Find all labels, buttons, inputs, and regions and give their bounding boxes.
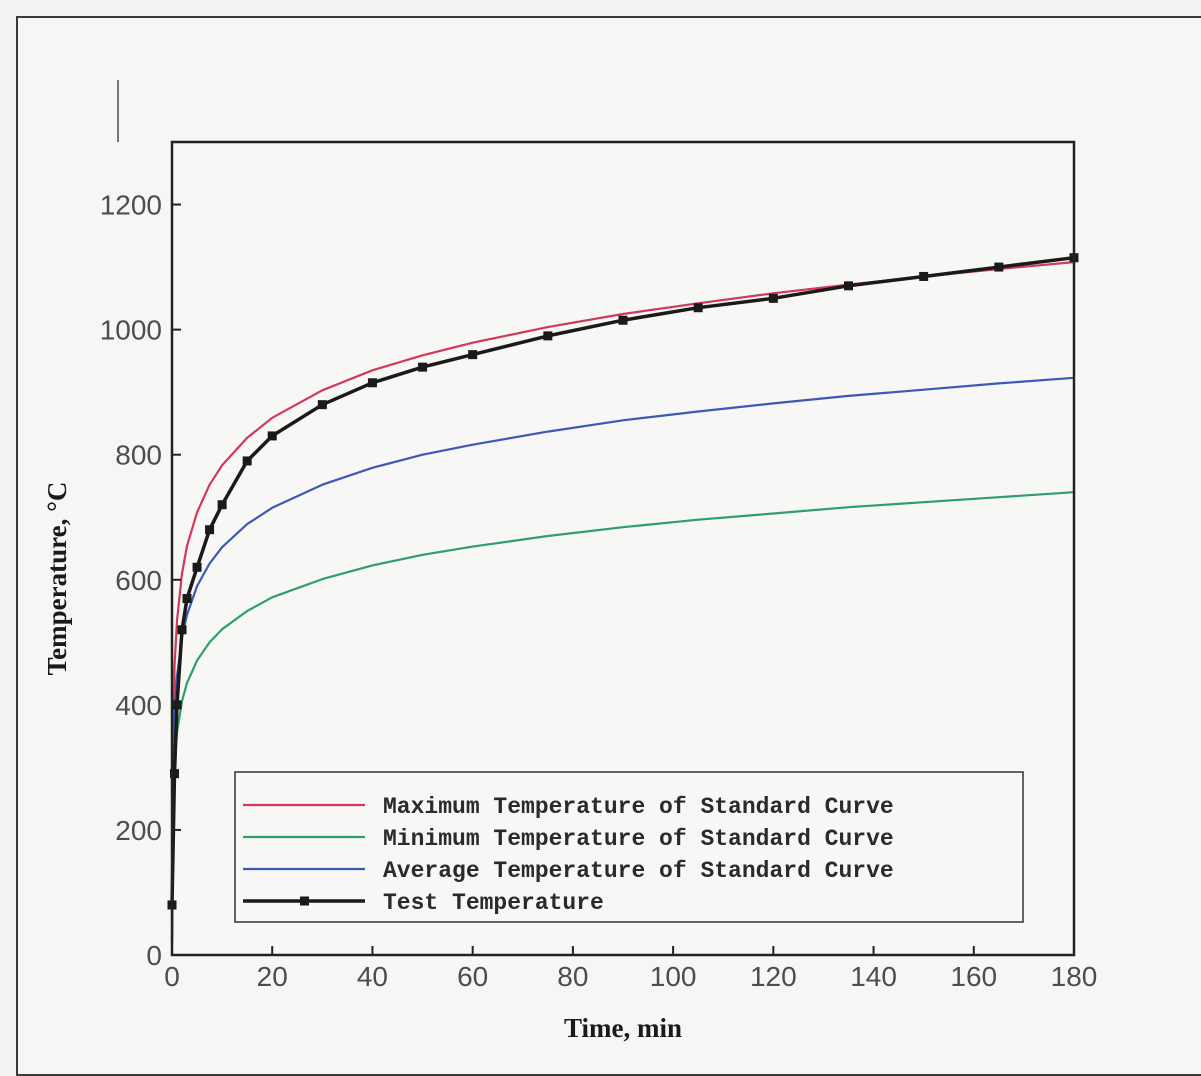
x-tick-label: 160 [950, 961, 997, 992]
axis-ticks: 0 20 40 60 80 100 120 140 160 180 0 200 400 600 800 100… [100, 190, 1098, 992]
margin-mark [117, 80, 119, 142]
x-axis-title: Time, min [564, 1013, 682, 1043]
y-tick-label: 1200 [100, 190, 162, 221]
test-data-point [192, 562, 202, 572]
x-tick-label: 140 [850, 961, 897, 992]
x-tick-label: 60 [457, 961, 488, 992]
y-tick-label: 200 [115, 815, 162, 846]
legend-label-0: Maximum Temperature of Standard Curve [383, 794, 894, 820]
x-tick-label: 20 [257, 961, 288, 992]
legend-label-3: Test Temperature [383, 890, 604, 916]
x-tick-label: 0 [164, 961, 180, 992]
legend-marker [300, 896, 309, 906]
legend: Maximum Temperature of Standard Curve Min… [234, 771, 1024, 923]
test-data-point [994, 262, 1004, 272]
x-tick-label: 180 [1051, 961, 1098, 992]
y-tick-label: 800 [115, 440, 162, 471]
test-data-point [919, 271, 929, 281]
test-data-point [170, 769, 180, 779]
test-data-point [468, 350, 478, 360]
test-data-point [693, 303, 703, 313]
x-tick-label: 80 [557, 961, 588, 992]
test-data-point [543, 331, 553, 341]
test-data-point [177, 625, 187, 635]
test-data-point [844, 281, 853, 291]
series-line-0 [170, 261, 1075, 943]
test-data-point [242, 456, 252, 466]
test-data-point [205, 525, 215, 535]
test-data-point [618, 315, 628, 325]
legend-box [234, 771, 1024, 923]
test-data-point [267, 431, 277, 441]
legend-label-2: Average Temperature of Standard Curve [383, 858, 894, 884]
x-tick-label: 120 [750, 961, 797, 992]
y-tick-label: 400 [115, 690, 162, 721]
legend-label-1: Minimum Temperature of Standard Curve [383, 826, 894, 852]
test-data-point [367, 378, 377, 388]
series-group [167, 253, 1079, 943]
x-tick-label: 100 [650, 961, 697, 992]
y-tick-label: 600 [115, 565, 162, 596]
series-line-1 [170, 491, 1075, 943]
series-line-3 [170, 255, 1075, 906]
y-tick-label: 0 [146, 940, 162, 971]
y-tick-label: 1000 [100, 315, 162, 346]
test-data-point [217, 500, 227, 510]
y-axis-title: Temperature, °C [42, 482, 72, 676]
plot-border [170, 140, 1076, 957]
test-data-point [768, 293, 778, 303]
test-data-point [317, 400, 327, 410]
test-data-point [182, 594, 192, 604]
test-data-point [418, 362, 428, 372]
x-tick-label: 40 [357, 961, 388, 992]
